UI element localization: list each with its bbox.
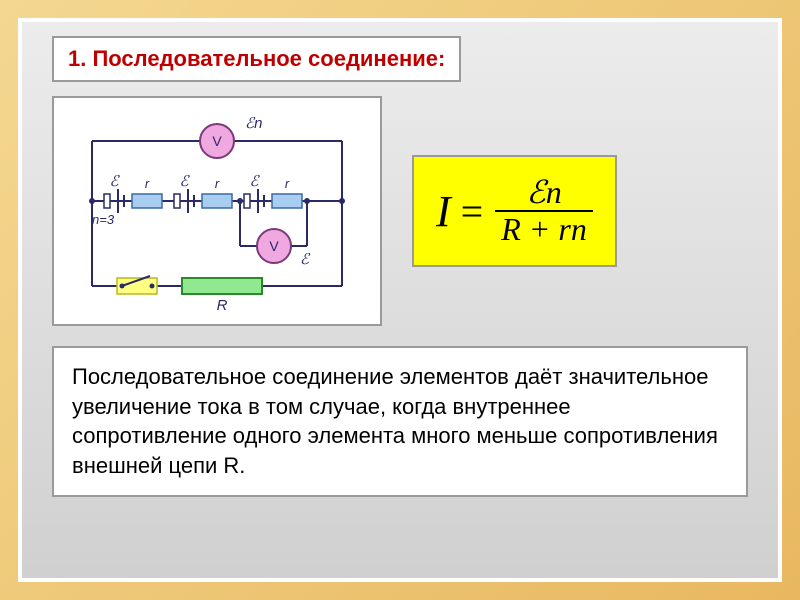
svg-text:ℰn: ℰn [245,115,262,132]
formula-box: I = ℰn R + rn [412,155,617,267]
switch-icon [117,276,157,294]
mid-row: R ℰ r [52,96,748,326]
formula-denominator: R + rn [495,212,593,247]
load-label: R [217,297,228,314]
cell-2: ℰ r [174,173,232,213]
outer-frame: 1. Последовательное соединение: [0,0,800,600]
cell-1: ℰ r [104,173,162,213]
circuit-diagram: R ℰ r [52,96,382,326]
slide-title: 1. Последовательное соединение: [68,46,445,71]
load-resistor [182,278,262,294]
formula-lhs: I [436,186,451,237]
inner-frame: 1. Последовательное соединение: [18,18,782,582]
cell-3: ℰ r [244,173,302,213]
svg-text:V: V [269,238,279,254]
fraction: ℰn R + rn [495,175,593,247]
equals-sign: = [461,188,484,235]
svg-text:V: V [212,133,222,149]
title-box: 1. Последовательное соединение: [52,36,461,82]
svg-text:ℰ: ℰ [249,173,260,190]
bottom-voltmeter: V ℰ [240,201,311,268]
description-box: Последовательное соединение элементов да… [52,346,748,497]
svg-text:r: r [145,176,150,191]
svg-text:r: r [215,176,220,191]
svg-text:ℰ: ℰ [300,251,311,268]
svg-text:ℰ: ℰ [179,173,190,190]
n-label: n=3 [92,212,115,227]
svg-text:r: r [285,176,290,191]
circuit-svg: R ℰ r [62,106,372,316]
formula-numerator: ℰn [520,175,567,210]
description-text: Последовательное соединение элементов да… [72,362,728,481]
svg-text:ℰ: ℰ [109,173,120,190]
